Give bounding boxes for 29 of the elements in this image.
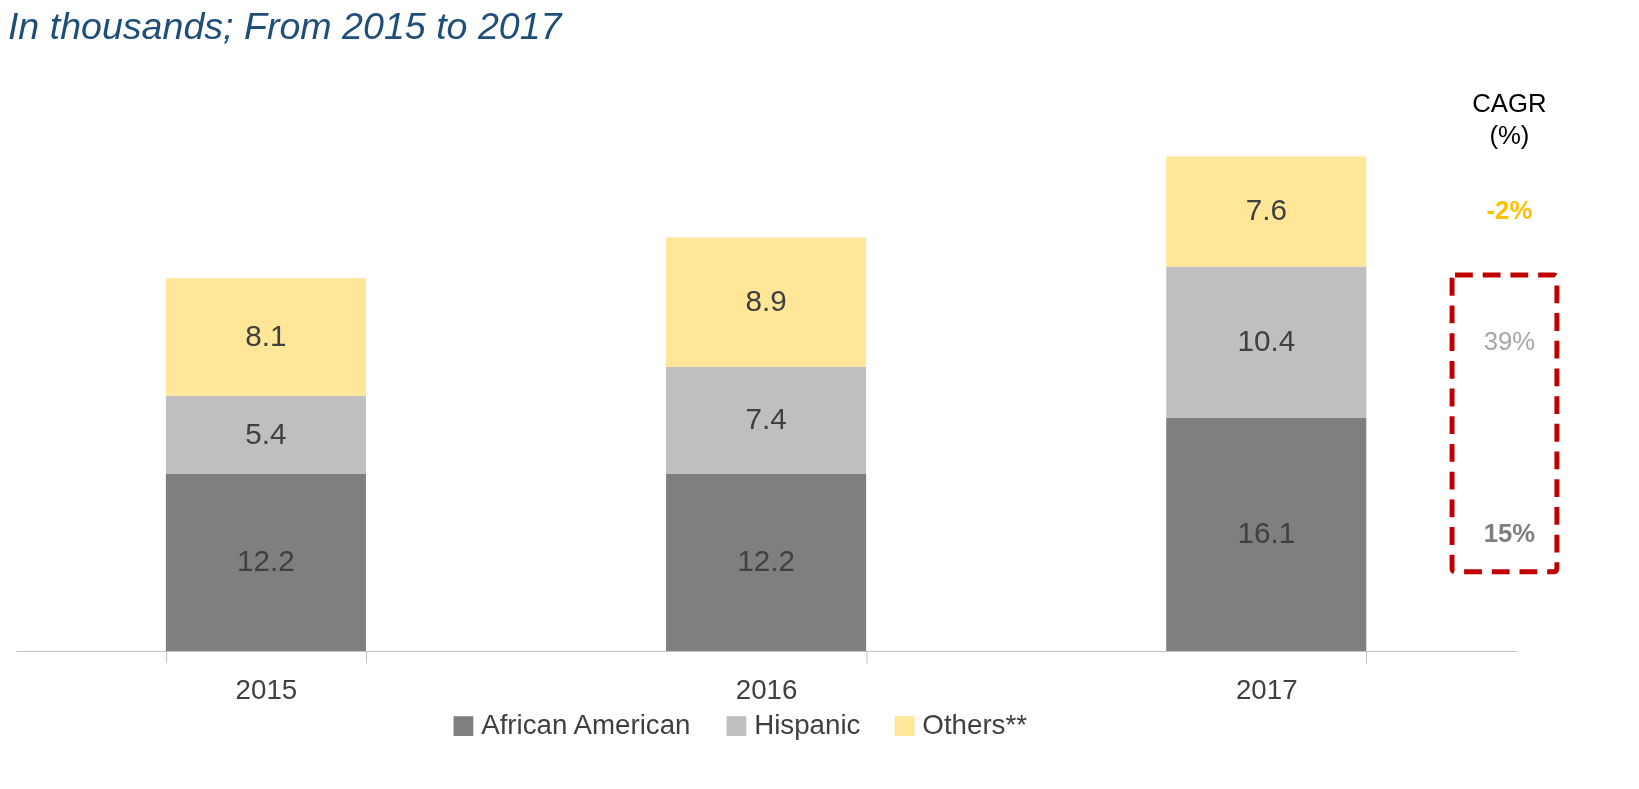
bar [1166,266,1367,418]
annotation: 39% [1483,326,1536,355]
data-label: 12.2 [237,544,295,578]
data-label: 5.4 [245,416,287,450]
bar [165,278,366,396]
data-label: 8.1 [245,318,287,352]
bar [165,395,366,475]
bar [1166,156,1367,267]
annotation: -2% [1486,196,1533,225]
legend-label: Others** [922,709,1028,741]
chart-title: In thousands; From 2015 to 2017 [7,4,564,47]
data-label: 7.4 [745,402,787,436]
legend-label: Hispanic [754,709,861,741]
data-label: 16.1 [1237,516,1296,550]
text: CAGR (%) [1472,88,1547,149]
x-tick-label: 2017 [1235,673,1298,705]
data-label: 8.9 [745,284,787,318]
bar [1166,417,1367,651]
data-label: 7.6 [1245,193,1287,227]
bar [666,237,867,367]
annotation: 15% [1483,519,1536,548]
legend-label: African American [481,709,691,741]
bar [165,474,366,651]
x-tick-label: 2016 [735,673,798,705]
data-label: 12.2 [737,544,795,578]
bar [666,474,867,651]
bar [666,366,867,475]
x-tick-label: 2015 [235,673,298,705]
data-label: 10.4 [1237,323,1296,357]
